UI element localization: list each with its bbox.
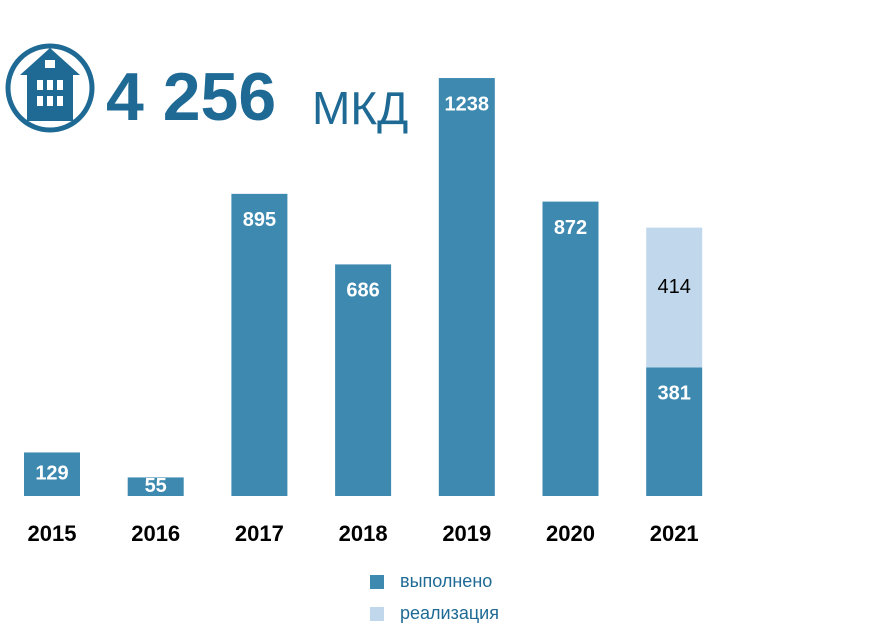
x-tick-label: 2017 xyxy=(235,521,284,546)
data-label: 872 xyxy=(554,217,587,239)
chart-title: 4 256 xyxy=(106,59,276,135)
data-label: 1238 xyxy=(445,93,490,115)
legend-label: выполнено xyxy=(400,571,492,591)
data-label: 55 xyxy=(145,475,167,497)
data-label: 414 xyxy=(658,276,691,298)
house-icon xyxy=(5,43,95,133)
bar-segment xyxy=(231,193,288,496)
x-tick-label: 2019 xyxy=(442,521,491,546)
bar-segment xyxy=(335,264,392,496)
x-tick-label: 2016 xyxy=(131,521,180,546)
legend-label: реализация xyxy=(400,603,499,623)
chart-subtitle: МКД xyxy=(312,82,408,134)
bar-segment xyxy=(127,477,184,496)
bar-segment xyxy=(542,201,599,496)
x-tick-label: 2018 xyxy=(339,521,388,546)
bar-segment xyxy=(646,227,703,368)
bar-segment xyxy=(646,367,703,496)
x-tick-label: 2020 xyxy=(546,521,595,546)
data-label: 895 xyxy=(243,209,276,231)
bar-segment xyxy=(438,78,495,496)
data-label: 686 xyxy=(346,280,379,302)
legend-swatch xyxy=(370,607,384,621)
legend-swatch xyxy=(370,575,384,589)
x-tick-label: 2015 xyxy=(28,521,77,546)
data-label: 381 xyxy=(658,383,691,405)
x-tick-label: 2021 xyxy=(650,521,699,546)
data-label: 129 xyxy=(35,463,68,485)
bar-segment xyxy=(24,452,80,496)
